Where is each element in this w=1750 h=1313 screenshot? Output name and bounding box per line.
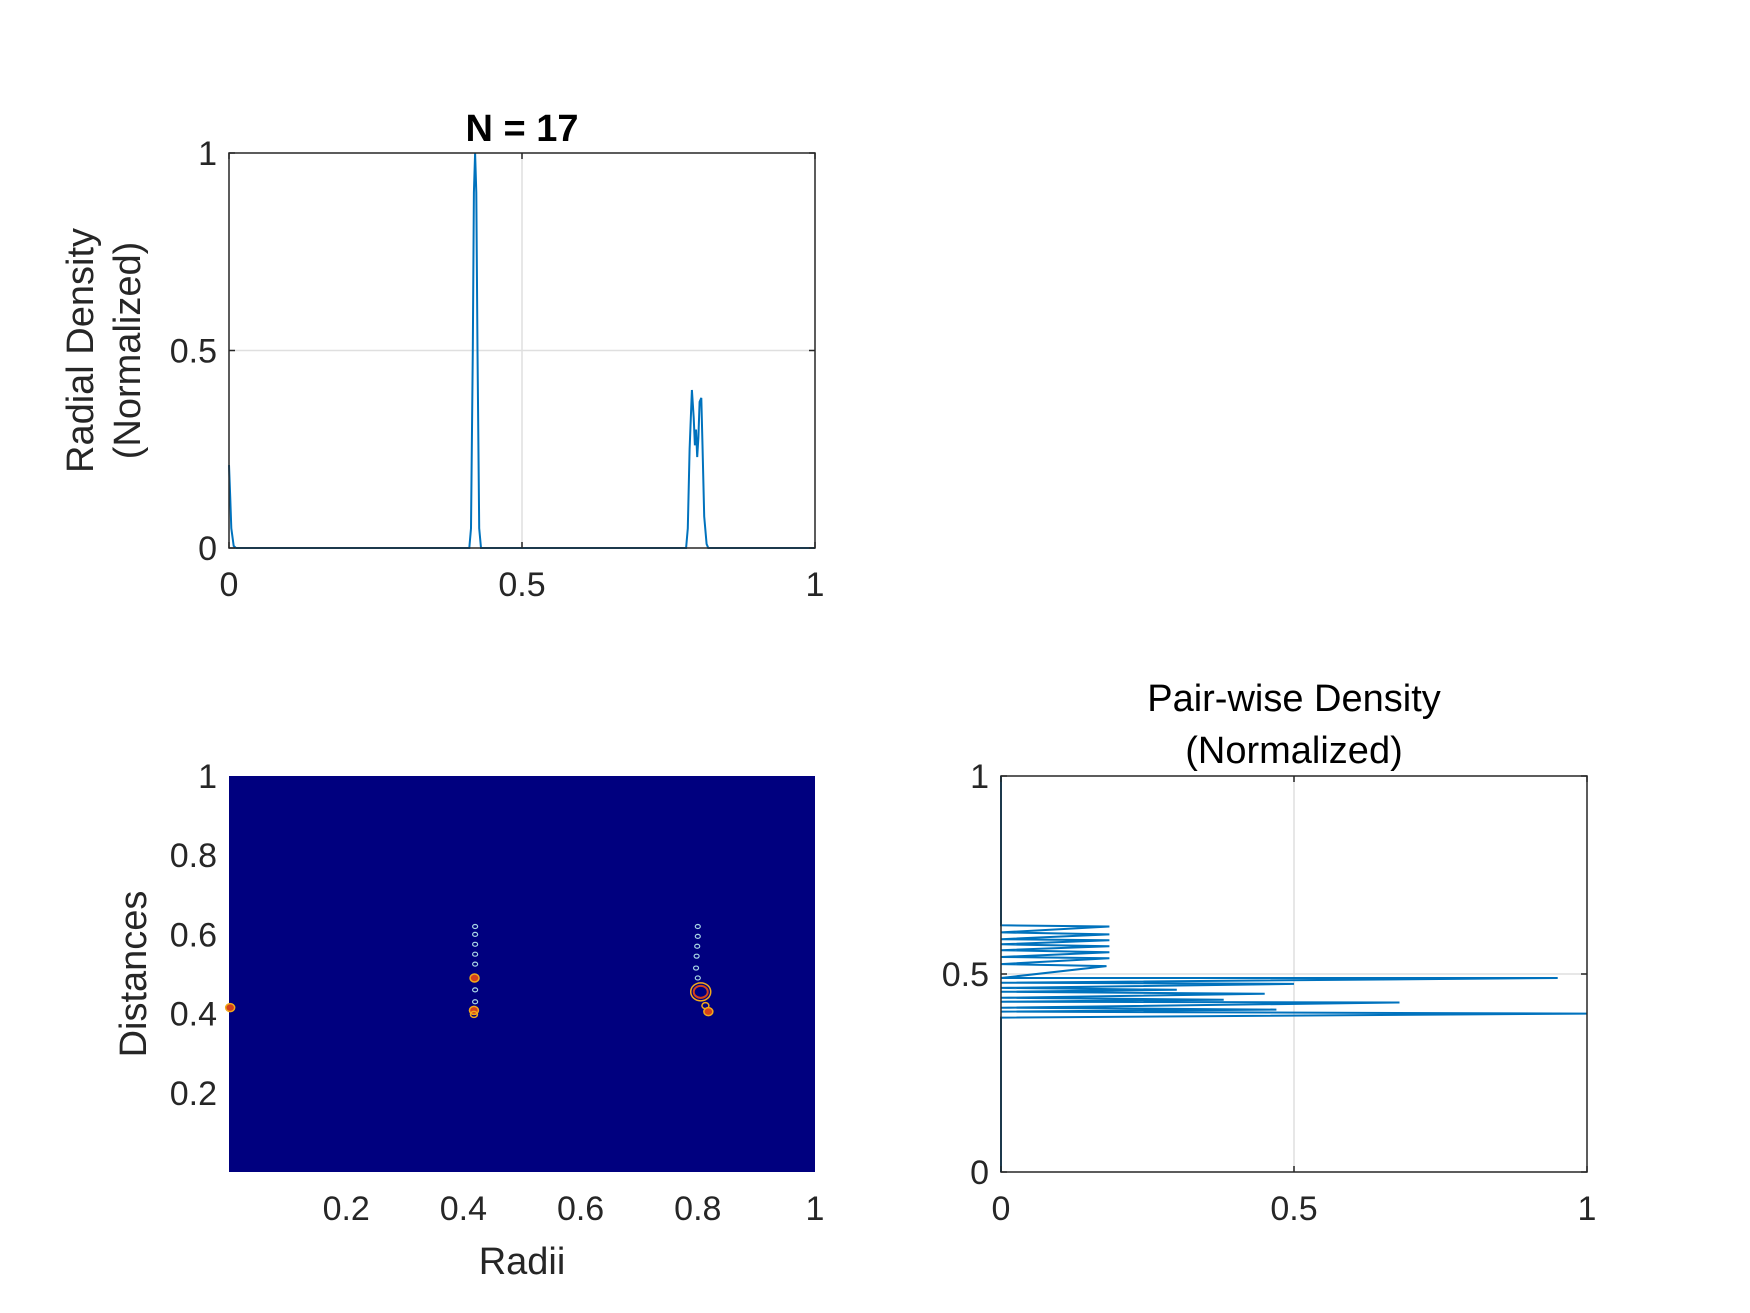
panel-pairwise: 0 0.5 1 00.51 Pair-wise Density (Normalize… <box>942 678 1597 1228</box>
pairwise-series-line <box>1000 776 1588 1172</box>
contour-y-ticks: 0.2 0.4 0.6 0.8 1 <box>170 758 217 1113</box>
radial-grid <box>229 153 815 548</box>
contour-xlabel: Radii <box>479 1241 566 1283</box>
contour-blob <box>469 1010 479 1019</box>
pairwise-xtick-label: 0 <box>992 1190 1011 1228</box>
contour-ytick-label: 0.6 <box>170 916 217 954</box>
contour-xtick-label: 0.2 <box>323 1190 370 1228</box>
contour-ylabel: Distances <box>113 891 155 1058</box>
pairwise-title-line1: Pair-wise Density <box>1147 678 1441 720</box>
contour-blob <box>472 951 479 957</box>
radial-ylabel-line1: Radial Density <box>60 228 102 473</box>
contour-blob <box>692 984 709 999</box>
radial-y-ticks: 00.51 <box>170 135 815 568</box>
contour-blob <box>472 941 479 947</box>
contour-ytick-label: 0.2 <box>170 1075 217 1113</box>
panel-contour: 0.2 0.4 0.6 0.8 1 0.2 0.4 0.6 0.8 1 Radii Distan… <box>113 758 824 1283</box>
contour-blob <box>694 923 701 930</box>
contour-ytick-label: 0.4 <box>170 996 217 1034</box>
contour-blob <box>692 965 700 971</box>
contour-xtick-label: 0.8 <box>674 1190 721 1228</box>
pairwise-grid <box>1001 776 1587 1172</box>
contour-blobs <box>224 923 714 1019</box>
contour-x-ticks: 0.2 0.4 0.6 0.8 1 <box>323 1190 825 1228</box>
contour-xtick-label: 1 <box>806 1190 825 1228</box>
radial-ytick-label: 1 <box>198 135 217 173</box>
pairwise-ytick-label: 0.5 <box>942 956 989 994</box>
contour-blob <box>694 943 701 949</box>
pairwise-ytick-label: 1 <box>970 758 989 796</box>
contour-blob <box>472 987 479 993</box>
contour-xtick-label: 0.4 <box>440 1190 487 1228</box>
contour-blob <box>469 973 480 983</box>
contour-blob <box>703 1006 714 1017</box>
contour-blob <box>472 999 479 1005</box>
radial-ytick-label: 0.5 <box>170 333 217 371</box>
contour-ytick-label: 1 <box>198 758 217 796</box>
contour-blob <box>693 953 700 959</box>
pairwise-ytick-label: 0 <box>970 1154 989 1192</box>
radial-ytick-label: 0 <box>198 530 217 568</box>
pairwise-x-ticks: 0 0.5 1 <box>992 776 1597 1228</box>
contour-blob <box>472 931 479 938</box>
pairwise-y-ticks: 00.51 <box>942 758 1587 1192</box>
contour-blob <box>694 975 701 981</box>
contour-blob <box>694 933 701 939</box>
contour-blob <box>472 923 479 930</box>
radial-xtick-label: 0 <box>220 566 239 604</box>
contour-xtick-label: 0.6 <box>557 1190 604 1228</box>
contour-ytick-label: 0.8 <box>170 837 217 875</box>
radial-title: N = 17 <box>465 108 578 150</box>
panel-radial: 0 0.5 1 00.51 N = 17 Radial Density (Norma… <box>60 108 824 604</box>
pairwise-xtick-label: 0.5 <box>1270 1190 1317 1228</box>
radial-xtick-label: 0.5 <box>498 566 545 604</box>
contour-blob <box>224 1002 236 1013</box>
contour-blob <box>689 982 712 1002</box>
pairwise-xtick-label: 1 <box>1578 1190 1597 1228</box>
radial-ylabel-line2: (Normalized) <box>107 242 149 459</box>
contour-background <box>229 776 815 1172</box>
pairwise-title-line2: (Normalized) <box>1185 730 1402 772</box>
radial-xtick-label: 1 <box>806 566 825 604</box>
contour-blob <box>472 961 479 967</box>
radial-x-ticks: 0 0.5 1 <box>220 153 825 604</box>
